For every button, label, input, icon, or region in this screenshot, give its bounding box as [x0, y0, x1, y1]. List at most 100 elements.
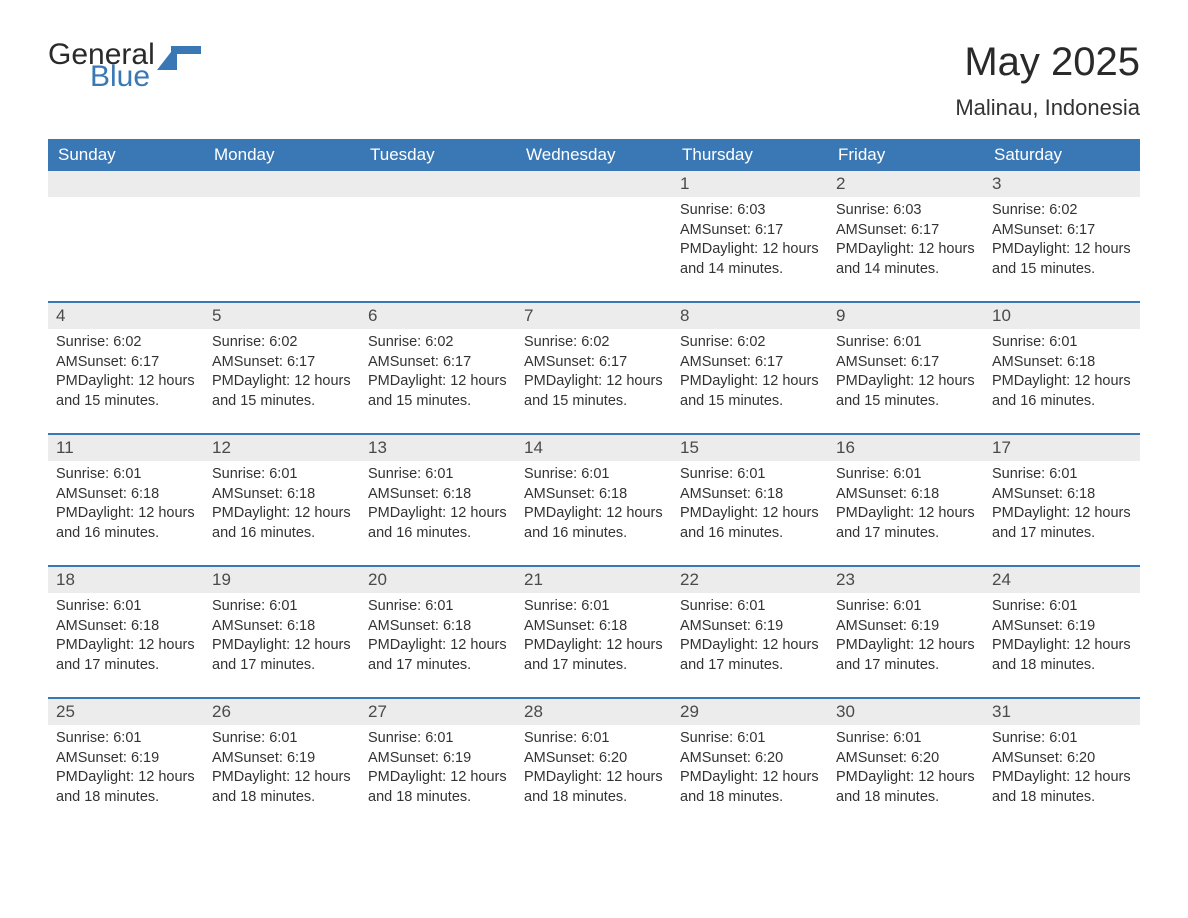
daylight-line: Daylight: 12 hours and 18 minutes. [992, 769, 1131, 805]
day-cell: Sunrise: 6:02 AMSunset: 6:17 PMDaylight:… [672, 329, 828, 433]
day-header-cell: Saturday [984, 139, 1140, 171]
daylight-line: Daylight: 12 hours and 16 minutes. [680, 505, 819, 541]
day-header-cell: Wednesday [516, 139, 672, 171]
day-number: 5 [204, 303, 360, 329]
day-number: 28 [516, 699, 672, 725]
week-daynum-row: 18192021222324 [48, 565, 1140, 593]
daylight-line: Daylight: 12 hours and 17 minutes. [836, 505, 975, 541]
daylight-line: Daylight: 12 hours and 15 minutes. [836, 373, 975, 409]
day-number: 18 [48, 567, 204, 593]
day-header-cell: Thursday [672, 139, 828, 171]
day-number: 12 [204, 435, 360, 461]
daylight-line: Daylight: 12 hours and 15 minutes. [680, 373, 819, 409]
day-number: 10 [984, 303, 1140, 329]
day-number: 2 [828, 171, 984, 197]
day-number: . [48, 171, 204, 197]
day-cell: Sunrise: 6:01 AMSunset: 6:18 PMDaylight:… [516, 593, 672, 697]
day-number: 27 [360, 699, 516, 725]
day-cell: Sunrise: 6:01 AMSunset: 6:18 PMDaylight:… [48, 593, 204, 697]
day-header-cell: Monday [204, 139, 360, 171]
daylight-line: Daylight: 12 hours and 16 minutes. [56, 505, 195, 541]
week-content-row: Sunrise: 6:01 AMSunset: 6:19 PMDaylight:… [48, 725, 1140, 829]
day-cell: Sunrise: 6:02 AMSunset: 6:17 PMDaylight:… [204, 329, 360, 433]
daylight-line: Daylight: 12 hours and 18 minutes. [680, 769, 819, 805]
day-number: 6 [360, 303, 516, 329]
day-number: 15 [672, 435, 828, 461]
title-block: May 2025 Malinau, Indonesia [955, 40, 1140, 121]
day-cell: Sunrise: 6:01 AMSunset: 6:18 PMDaylight:… [48, 461, 204, 565]
daylight-line: Daylight: 12 hours and 17 minutes. [56, 637, 195, 673]
day-number: 14 [516, 435, 672, 461]
day-number: 21 [516, 567, 672, 593]
day-number: 17 [984, 435, 1140, 461]
daylight-line: Daylight: 12 hours and 15 minutes. [56, 373, 195, 409]
day-number: . [360, 171, 516, 197]
day-number: 30 [828, 699, 984, 725]
day-cell: Sunrise: 6:01 AMSunset: 6:18 PMDaylight:… [672, 461, 828, 565]
logo: General Blue [48, 40, 201, 92]
day-cell: Sunrise: 6:01 AMSunset: 6:18 PMDaylight:… [360, 593, 516, 697]
day-header-cell: Friday [828, 139, 984, 171]
day-cell: Sunrise: 6:03 AMSunset: 6:17 PMDaylight:… [672, 197, 828, 301]
day-number: 24 [984, 567, 1140, 593]
week-daynum-row: 45678910 [48, 301, 1140, 329]
week-daynum-row: ....123 [48, 171, 1140, 197]
day-cell [204, 197, 360, 301]
day-cell: Sunrise: 6:01 AMSunset: 6:19 PMDaylight:… [828, 593, 984, 697]
page-title: May 2025 [955, 40, 1140, 85]
day-number: 4 [48, 303, 204, 329]
logo-text-blue: Blue [90, 62, 201, 92]
day-cell: Sunrise: 6:02 AMSunset: 6:17 PMDaylight:… [360, 329, 516, 433]
daylight-line: Daylight: 12 hours and 17 minutes. [368, 637, 507, 673]
day-cell: Sunrise: 6:01 AMSunset: 6:19 PMDaylight:… [204, 725, 360, 829]
day-number: 1 [672, 171, 828, 197]
day-header-cell: Sunday [48, 139, 204, 171]
week-daynum-row: 25262728293031 [48, 697, 1140, 725]
daylight-line: Daylight: 12 hours and 18 minutes. [212, 769, 351, 805]
day-number: 25 [48, 699, 204, 725]
day-cell: Sunrise: 6:01 AMSunset: 6:18 PMDaylight:… [828, 461, 984, 565]
day-cell: Sunrise: 6:01 AMSunset: 6:20 PMDaylight:… [672, 725, 828, 829]
day-cell: Sunrise: 6:01 AMSunset: 6:18 PMDaylight:… [516, 461, 672, 565]
week-content-row: Sunrise: 6:01 AMSunset: 6:18 PMDaylight:… [48, 461, 1140, 565]
day-cell: Sunrise: 6:01 AMSunset: 6:19 PMDaylight:… [48, 725, 204, 829]
day-cell: Sunrise: 6:01 AMSunset: 6:18 PMDaylight:… [204, 461, 360, 565]
day-number: . [516, 171, 672, 197]
day-cell: Sunrise: 6:02 AMSunset: 6:17 PMDaylight:… [984, 197, 1140, 301]
day-header-cell: Tuesday [360, 139, 516, 171]
daylight-line: Daylight: 12 hours and 18 minutes. [56, 769, 195, 805]
calendar: SundayMondayTuesdayWednesdayThursdayFrid… [48, 139, 1140, 829]
day-cell [516, 197, 672, 301]
day-number: 23 [828, 567, 984, 593]
day-number: 20 [360, 567, 516, 593]
daylight-line: Daylight: 12 hours and 18 minutes. [992, 637, 1131, 673]
daylight-line: Daylight: 12 hours and 17 minutes. [992, 505, 1131, 541]
daylight-line: Daylight: 12 hours and 16 minutes. [212, 505, 351, 541]
day-cell [360, 197, 516, 301]
day-cell: Sunrise: 6:01 AMSunset: 6:19 PMDaylight:… [672, 593, 828, 697]
day-cell: Sunrise: 6:01 AMSunset: 6:18 PMDaylight:… [204, 593, 360, 697]
week-content-row: Sunrise: 6:01 AMSunset: 6:18 PMDaylight:… [48, 593, 1140, 697]
week-daynum-row: 11121314151617 [48, 433, 1140, 461]
daylight-line: Daylight: 12 hours and 14 minutes. [680, 241, 819, 277]
day-cell: Sunrise: 6:01 AMSunset: 6:18 PMDaylight:… [984, 329, 1140, 433]
day-number: 16 [828, 435, 984, 461]
page-header: General Blue May 2025 Malinau, Indonesia [48, 40, 1140, 121]
day-cell: Sunrise: 6:03 AMSunset: 6:17 PMDaylight:… [828, 197, 984, 301]
day-number: 7 [516, 303, 672, 329]
daylight-line: Daylight: 12 hours and 17 minutes. [836, 637, 975, 673]
day-cell: Sunrise: 6:01 AMSunset: 6:20 PMDaylight:… [984, 725, 1140, 829]
daylight-line: Daylight: 12 hours and 15 minutes. [212, 373, 351, 409]
daylight-line: Daylight: 12 hours and 15 minutes. [524, 373, 663, 409]
week-content-row: Sunrise: 6:02 AMSunset: 6:17 PMDaylight:… [48, 329, 1140, 433]
day-number: . [204, 171, 360, 197]
daylight-line: Daylight: 12 hours and 16 minutes. [524, 505, 663, 541]
daylight-line: Daylight: 12 hours and 15 minutes. [368, 373, 507, 409]
daylight-line: Daylight: 12 hours and 16 minutes. [992, 373, 1131, 409]
daylight-line: Daylight: 12 hours and 15 minutes. [992, 241, 1131, 277]
daylight-line: Daylight: 12 hours and 17 minutes. [212, 637, 351, 673]
day-cell: Sunrise: 6:02 AMSunset: 6:17 PMDaylight:… [516, 329, 672, 433]
day-number: 3 [984, 171, 1140, 197]
day-cell: Sunrise: 6:01 AMSunset: 6:18 PMDaylight:… [984, 461, 1140, 565]
day-header-row: SundayMondayTuesdayWednesdayThursdayFrid… [48, 139, 1140, 171]
